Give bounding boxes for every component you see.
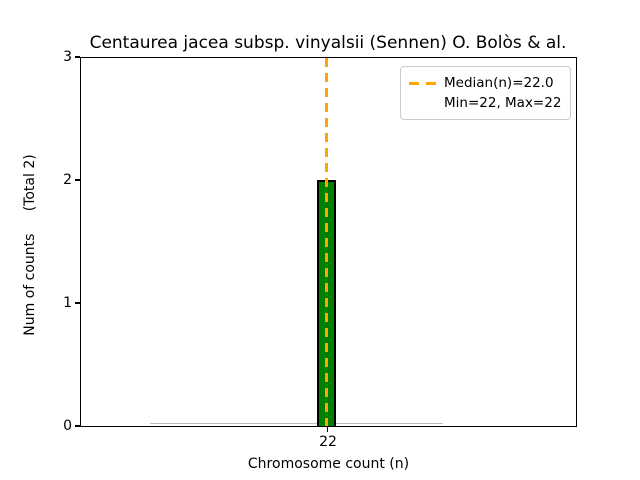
chart-title: Centaurea jacea subsp. vinyalsii (Sennen… [89, 33, 567, 53]
median-dash-marker-icon [409, 81, 436, 85]
median-dashed-line [325, 58, 328, 426]
y-tick-mark-2 [75, 179, 80, 181]
legend-row-median: Median(n)=22.0 [409, 73, 562, 93]
y-tick-label-2: 2 [63, 172, 72, 188]
y-tick-mark-0 [75, 425, 80, 427]
x-tick-mark-22 [326, 427, 329, 432]
legend-median-label: Median(n)=22.0 [444, 75, 554, 91]
y-tick-label-1: 1 [63, 295, 72, 311]
y-tick-label-0: 0 [63, 418, 72, 434]
plot-area: Median(n)=22.0 Min=22, Max=22 [80, 57, 577, 427]
x-axis-label: Chromosome count (n) [247, 456, 410, 472]
y-tick-mark-3 [75, 56, 80, 58]
y-tick-label-3: 3 [63, 49, 72, 65]
legend-minmax-label: Min=22, Max=22 [444, 95, 562, 111]
y-tick-mark-1 [75, 302, 80, 304]
x-tick-label-22: 22 [319, 434, 337, 450]
legend-row-minmax: Min=22, Max=22 [409, 93, 562, 113]
zero-count-baseline [150, 422, 443, 424]
legend-blank-marker [409, 102, 436, 105]
legend: Median(n)=22.0 Min=22, Max=22 [400, 66, 571, 120]
y-axis-label: Num of counts (Total 2) [22, 154, 38, 336]
